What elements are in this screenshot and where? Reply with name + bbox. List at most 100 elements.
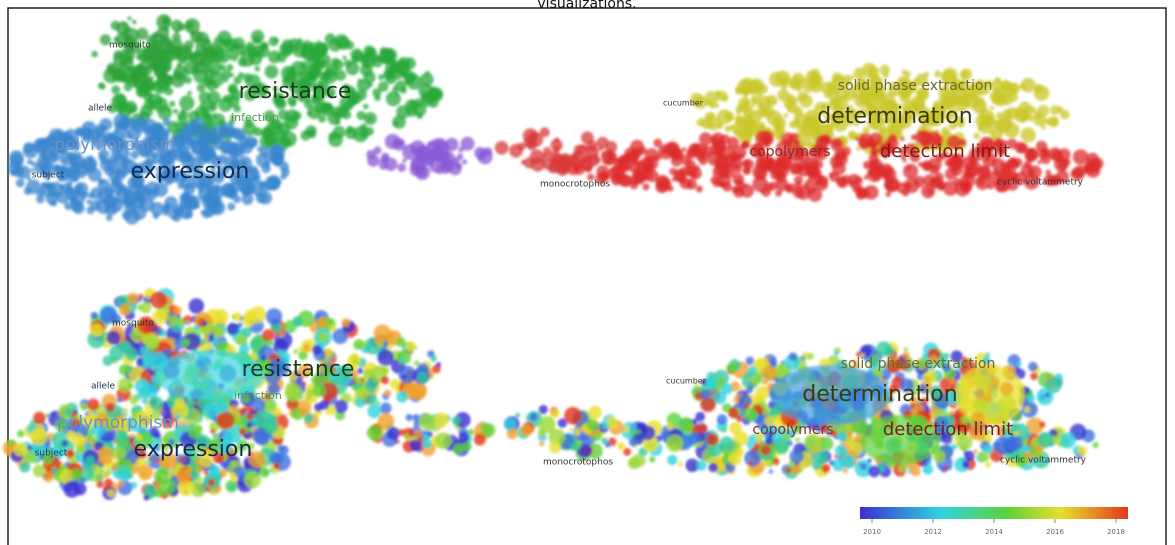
node-label: monocrotophos xyxy=(543,458,613,468)
node-bubble xyxy=(969,155,977,164)
node-bubble xyxy=(335,69,347,81)
node-bubble xyxy=(854,176,863,185)
node-bubble xyxy=(655,174,670,189)
node-bubble xyxy=(253,186,264,197)
node-bubble xyxy=(334,119,341,126)
node-bubble xyxy=(212,113,217,118)
node-bubble xyxy=(396,390,409,403)
node-bubble xyxy=(1023,160,1032,169)
node-bubble xyxy=(601,150,609,159)
node-bubble xyxy=(797,159,809,171)
node-bubble xyxy=(162,205,170,213)
node-bubble xyxy=(224,37,238,52)
node-bubble xyxy=(269,451,283,465)
node-bubble xyxy=(130,329,144,343)
node-bubble xyxy=(86,199,92,205)
node-bubble xyxy=(213,308,229,324)
node-label: cyclic voltammetry xyxy=(997,178,1084,188)
node-bubble xyxy=(242,73,253,83)
node-bubble xyxy=(1074,165,1087,178)
node-bubble xyxy=(747,83,760,95)
node-bubble xyxy=(170,19,183,32)
node-bubble xyxy=(976,176,986,186)
node-bubble xyxy=(328,132,343,148)
node-bubble xyxy=(409,439,422,452)
node-bubble xyxy=(157,105,173,120)
node-bubble xyxy=(741,159,751,168)
node-bubble xyxy=(1023,115,1028,120)
node-bubble xyxy=(885,143,896,154)
node-bubble xyxy=(706,433,719,446)
node-bubble xyxy=(768,469,774,474)
node-bubble xyxy=(719,436,735,452)
node-bubble xyxy=(187,199,199,211)
node-bubble xyxy=(886,102,901,117)
node-bubble xyxy=(155,166,161,171)
node-bubble xyxy=(249,138,258,147)
node-bubble xyxy=(231,448,239,456)
node-bubble xyxy=(460,136,475,151)
node-bubble xyxy=(363,112,377,125)
node-bubble xyxy=(328,371,338,381)
node-bubble xyxy=(152,309,168,325)
node-bubble xyxy=(396,337,406,347)
node-bubble xyxy=(136,141,153,158)
node-bubble xyxy=(402,158,407,163)
node-bubble xyxy=(750,103,755,108)
node-bubble xyxy=(129,395,139,405)
node-bubble xyxy=(973,132,980,140)
node-bubble xyxy=(260,146,272,158)
node-bubble xyxy=(70,200,83,212)
node-bubble xyxy=(586,419,599,432)
node-bubble xyxy=(796,185,811,200)
legend-tick-label: 2018 xyxy=(1107,528,1125,536)
node-bubble xyxy=(664,141,680,157)
node-bubble xyxy=(320,102,335,116)
node-bubble xyxy=(180,456,186,462)
node-bubble xyxy=(1050,105,1060,116)
node-bubble xyxy=(96,480,104,488)
node-bubble xyxy=(679,177,692,190)
node-bubble xyxy=(111,85,121,95)
node-bubble xyxy=(884,346,895,356)
node-bubble xyxy=(359,340,367,348)
node-bubble xyxy=(183,315,193,325)
node-bubble xyxy=(458,147,464,153)
node-bubble xyxy=(953,436,959,442)
node-bubble xyxy=(618,155,633,171)
node-bubble xyxy=(322,70,333,81)
node-bubble xyxy=(239,343,250,355)
node-bubble xyxy=(122,407,129,414)
node-bubble xyxy=(210,125,226,141)
node-bubble xyxy=(365,126,374,136)
node-bubble xyxy=(218,97,233,112)
node-bubble xyxy=(1028,361,1038,372)
node-bubble xyxy=(596,165,610,179)
node-bubble xyxy=(378,81,389,92)
node-bubble xyxy=(801,422,807,428)
node-bubble xyxy=(19,461,31,473)
node-bubble xyxy=(956,434,973,451)
node-bubble xyxy=(135,434,142,441)
node-bubble xyxy=(1037,160,1042,165)
node-bubble xyxy=(982,114,992,124)
node-bubble xyxy=(36,137,52,152)
node-bubble xyxy=(725,111,734,120)
node-bubble xyxy=(755,432,764,441)
node-bubble xyxy=(259,41,269,51)
node-bubble xyxy=(345,40,355,50)
node-bubble xyxy=(795,437,801,443)
node-bubble xyxy=(1037,431,1054,448)
node-bubble xyxy=(163,128,171,137)
node-bubble xyxy=(281,45,293,57)
node-bubble xyxy=(247,442,255,450)
node-bubble xyxy=(937,184,945,191)
node-bubble xyxy=(689,146,697,154)
node-bubble xyxy=(1023,174,1040,190)
node-bubble xyxy=(1085,163,1101,178)
node-bubble xyxy=(102,355,113,366)
node-bubble xyxy=(196,465,204,473)
node-bubble xyxy=(448,162,462,176)
node-bubble xyxy=(146,34,158,47)
node-bubble xyxy=(143,494,150,501)
